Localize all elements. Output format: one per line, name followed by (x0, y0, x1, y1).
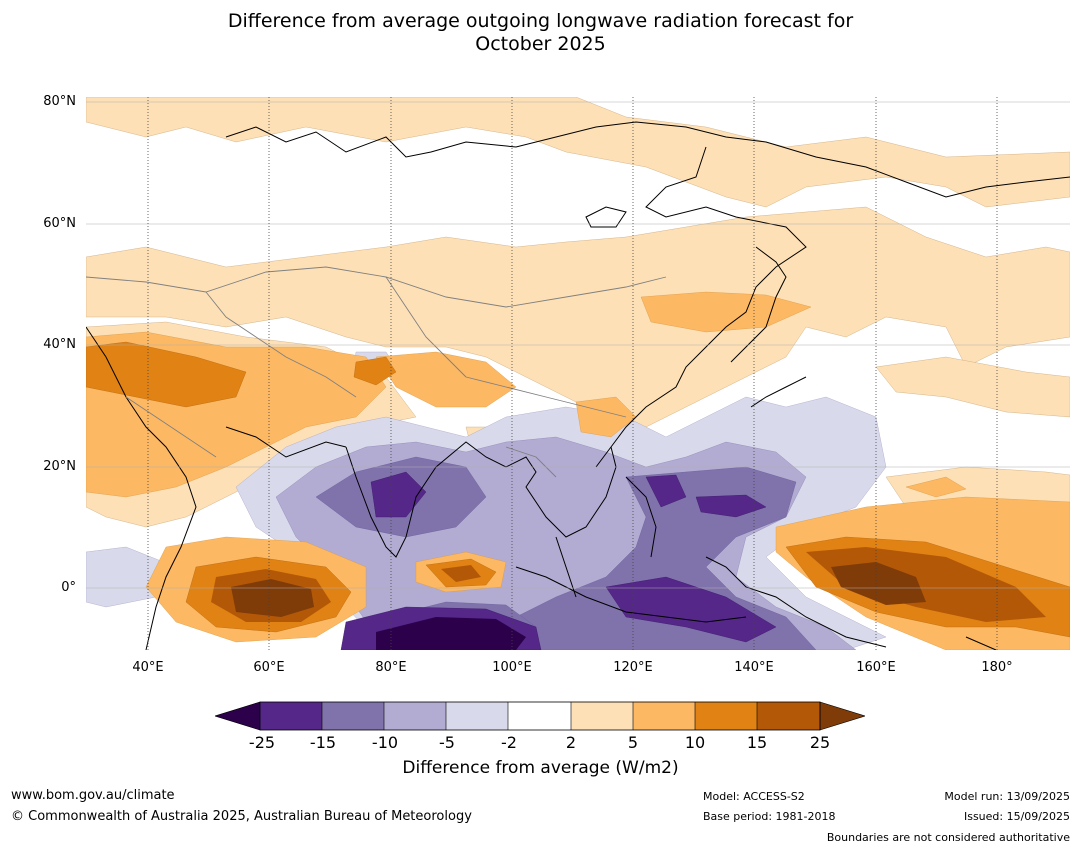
colorbar-tick: -5 (439, 733, 455, 752)
map-panel (86, 97, 1070, 650)
lat-label-60n: 60°N (43, 216, 76, 231)
base-period: Base period: 1981-2018 (703, 810, 836, 823)
lon-label-160e: 160°E (856, 660, 896, 675)
map-title-line2: October 2025 (475, 33, 606, 55)
colorbar-swatch-5-10 (633, 702, 695, 730)
country-borders (86, 266, 667, 478)
lon-label-100e: 100°E (492, 660, 532, 675)
colorbar-swatch-neg10-neg5 (384, 702, 446, 730)
latitude-gridlines (86, 101, 1070, 589)
colorbar-swatch-2-5 (571, 702, 633, 730)
colorbar-swatch-10-15 (695, 702, 757, 730)
lat-label-40n: 40°N (43, 337, 76, 352)
colorbar-tick: 25 (809, 733, 831, 752)
anomaly-darkest-purple-regions (376, 617, 526, 650)
anomaly-darkest-brown-regions (231, 562, 926, 617)
colorbar-tick: 10 (684, 733, 706, 752)
coastlines (86, 121, 1070, 650)
colorbar-tick: -25 (248, 733, 276, 752)
lon-label-120e: 120°E (613, 660, 653, 675)
website-link[interactable]: www.bom.gov.au/climate (11, 788, 175, 803)
lon-label-40e: 40°E (132, 660, 164, 675)
colorbar-swatch-neg15-neg10 (322, 702, 384, 730)
olr-anomaly-map (86, 97, 1070, 650)
copyright-text: © Commonwealth of Australia 2025, Austra… (11, 809, 472, 824)
lon-label-180: 180° (981, 660, 1013, 675)
colorbar-tick: 15 (746, 733, 768, 752)
lon-label-60e: 60°E (253, 660, 285, 675)
colorbar (215, 701, 865, 731)
colorbar-swatch-gt-25 (819, 701, 865, 731)
colorbar-tick: 2 (565, 733, 577, 752)
boundaries-disclaimer: Boundaries are not considered authoritat… (826, 831, 1070, 844)
lon-label-140e: 140°E (734, 660, 774, 675)
colorbar-swatch-lt-neg25 (215, 701, 261, 731)
colorbar-tick: -2 (501, 733, 517, 752)
model-run-date: Model run: 13/09/2025 (944, 790, 1070, 803)
lon-label-80e: 80°E (375, 660, 407, 675)
longitude-gridlines (147, 97, 998, 650)
lat-label-80n: 80°N (43, 94, 76, 109)
colorbar-tick: -10 (371, 733, 399, 752)
colorbar-tick: -15 (309, 733, 337, 752)
colorbar-tick: 5 (627, 733, 639, 752)
colorbar-swatch-neg5-neg2 (446, 702, 508, 730)
colorbar-swatch-neg2-2 (508, 702, 571, 730)
model-name: Model: ACCESS-S2 (703, 790, 805, 803)
map-title-line1: Difference from average outgoing longwav… (227, 10, 854, 32)
colorbar-swatch-neg25-neg15 (260, 702, 322, 730)
lat-label-20n: 20°N (43, 459, 76, 474)
lat-label-0: 0° (61, 580, 76, 595)
issued-date: Issued: 15/09/2025 (963, 810, 1070, 823)
colorbar-label: Difference from average (W/m2) (402, 758, 679, 778)
colorbar-swatch-15-25 (757, 702, 820, 730)
